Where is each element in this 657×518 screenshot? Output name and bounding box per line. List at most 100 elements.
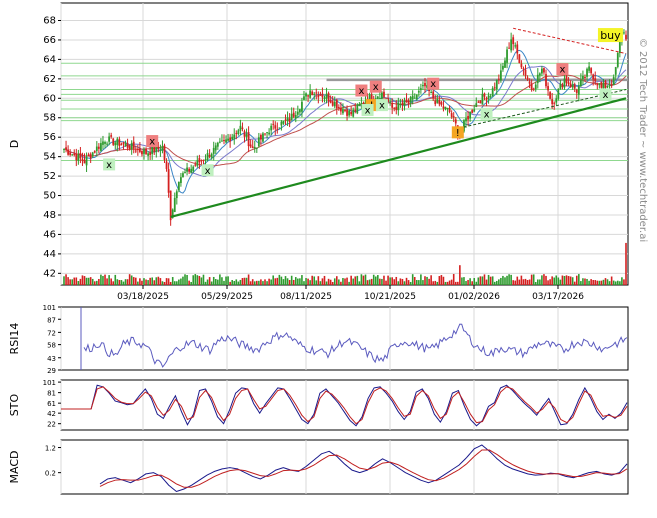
- volume-bar: [619, 281, 621, 285]
- volume-bar: [401, 278, 404, 285]
- candle-body: [294, 114, 297, 119]
- volume-bar: [584, 278, 586, 285]
- volume-bar: [79, 278, 82, 285]
- candle-body: [315, 92, 318, 94]
- volume-bar: [504, 277, 506, 285]
- sto-ytick-label: 22: [47, 421, 56, 429]
- candle-body: [415, 94, 418, 100]
- candle-body: [221, 140, 223, 142]
- volume-bar: [67, 277, 69, 285]
- volume-bar: [157, 276, 160, 285]
- candle-body: [559, 83, 562, 89]
- candle-body: [623, 32, 625, 34]
- candle-body: [606, 85, 609, 88]
- candle-body: [446, 107, 449, 110]
- candle-body: [167, 169, 170, 193]
- candle-body: [600, 81, 603, 88]
- candle-body: [586, 68, 588, 77]
- signal-marker-label: x: [205, 166, 211, 177]
- signal-marker-buy: [201, 164, 214, 177]
- volume-bar: [323, 275, 326, 285]
- candle-body: [81, 158, 84, 162]
- signal-marker-sell: [556, 63, 569, 76]
- volume-bar: [83, 276, 86, 285]
- volume-bar: [387, 275, 389, 285]
- volume-bar: [319, 281, 322, 285]
- signal-marker-label: x: [603, 90, 609, 101]
- candle-body: [93, 151, 96, 153]
- volume-bar: [221, 277, 223, 285]
- volume-bar: [428, 278, 430, 285]
- volume-bar: [346, 277, 348, 285]
- volume-bar: [409, 281, 412, 285]
- volume-bar: [299, 278, 301, 285]
- volume-bar: [502, 275, 504, 285]
- candle-body: [543, 68, 545, 73]
- candle-body: [333, 101, 336, 107]
- candle-body: [229, 137, 232, 142]
- volume-bar: [294, 277, 297, 285]
- volume-bar: [208, 277, 211, 285]
- candle-body: [419, 88, 422, 90]
- volume-bar: [182, 276, 184, 285]
- watermark-text: © 2012 Tech Trader ~ www.techtrader.ai: [637, 38, 648, 242]
- volume-bar: [522, 279, 525, 285]
- volume-bar: [374, 276, 377, 285]
- volume-bar: [102, 275, 104, 285]
- candle-body: [132, 141, 135, 149]
- candle-body: [497, 78, 500, 80]
- candle-body: [323, 97, 326, 99]
- candle-body: [71, 154, 74, 156]
- price-ytick-label: 48: [43, 210, 56, 221]
- volume-bar: [621, 277, 623, 285]
- candle-body: [147, 153, 149, 156]
- candle-body: [504, 60, 506, 68]
- rsi-ytick-label: 72: [47, 329, 56, 337]
- signal-marker-label: x: [149, 137, 155, 148]
- volume-bar: [169, 281, 172, 285]
- rsi-ytick-label: 101: [43, 304, 56, 312]
- volume-bar: [219, 274, 221, 285]
- volume-bar: [229, 281, 231, 285]
- candle-body: [387, 98, 389, 102]
- macd-ytick-label: 0.2: [45, 470, 56, 478]
- volume-bar: [290, 275, 293, 285]
- candle-body: [128, 145, 131, 150]
- candle-body: [489, 96, 492, 98]
- volume-bar: [508, 274, 510, 285]
- candle-body: [249, 144, 252, 147]
- volume-bar: [454, 281, 457, 285]
- candle-body: [350, 111, 353, 115]
- candle-body: [604, 81, 607, 88]
- volume-bar: [116, 279, 119, 285]
- volume-bar: [143, 278, 145, 285]
- candle-body: [282, 120, 285, 124]
- candle-body: [305, 93, 307, 97]
- candle-body: [155, 145, 158, 152]
- candle-body: [83, 160, 86, 164]
- volume-bar: [563, 275, 566, 285]
- volume-bar: [477, 277, 480, 285]
- volume-bar: [100, 274, 102, 285]
- candle-body: [360, 102, 363, 106]
- candle-body: [409, 97, 412, 103]
- candle-body: [65, 147, 67, 150]
- candle-body: [120, 144, 123, 146]
- candle-body: [370, 94, 373, 101]
- volume-bar: [569, 276, 572, 285]
- volume-bar: [610, 276, 613, 285]
- candle-body: [149, 152, 152, 155]
- candle-body: [286, 117, 289, 121]
- volume-bar: [139, 278, 141, 285]
- volume-bar: [338, 279, 340, 285]
- candle-body: [483, 93, 486, 97]
- uptrend-line: [170, 97, 627, 218]
- candle-body: [512, 37, 515, 45]
- signal-marker-label: x: [358, 86, 364, 97]
- volume-bar: [614, 281, 617, 285]
- signal-marker-label: !: [456, 128, 460, 139]
- volume-bar: [442, 276, 445, 285]
- candle-body: [122, 142, 125, 144]
- candle-body: [104, 141, 106, 144]
- candle-body: [223, 140, 225, 142]
